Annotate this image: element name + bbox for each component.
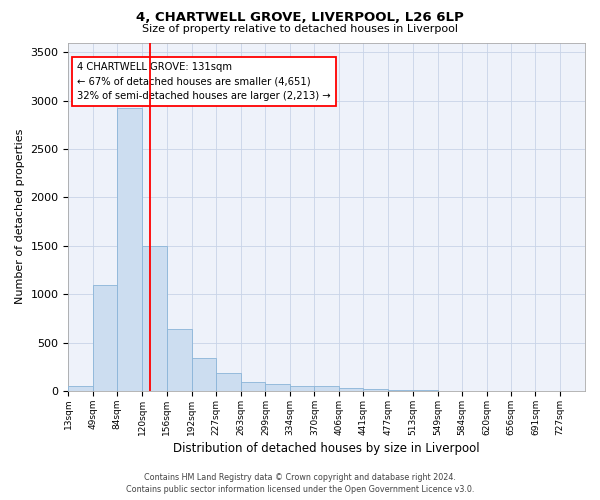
Text: 4 CHARTWELL GROVE: 131sqm
← 67% of detached houses are smaller (4,651)
32% of se: 4 CHARTWELL GROVE: 131sqm ← 67% of detac… <box>77 62 331 102</box>
Bar <box>142 246 167 391</box>
Text: Contains HM Land Registry data © Crown copyright and database right 2024.
Contai: Contains HM Land Registry data © Crown c… <box>126 472 474 494</box>
Bar <box>363 389 388 391</box>
Bar <box>216 372 241 391</box>
Bar <box>413 390 437 391</box>
Text: Size of property relative to detached houses in Liverpool: Size of property relative to detached ho… <box>142 24 458 34</box>
Bar <box>388 390 413 391</box>
Text: 4, CHARTWELL GROVE, LIVERPOOL, L26 6LP: 4, CHARTWELL GROVE, LIVERPOOL, L26 6LP <box>136 11 464 24</box>
Bar <box>290 386 314 391</box>
Bar <box>265 384 290 391</box>
Bar <box>68 386 93 391</box>
Bar <box>314 386 339 391</box>
Bar <box>167 329 191 391</box>
X-axis label: Distribution of detached houses by size in Liverpool: Distribution of detached houses by size … <box>173 442 480 455</box>
Bar <box>118 108 142 391</box>
Y-axis label: Number of detached properties: Number of detached properties <box>15 129 25 304</box>
Bar <box>93 284 118 391</box>
Bar <box>241 382 265 391</box>
Bar <box>191 358 216 391</box>
Bar <box>339 388 363 391</box>
